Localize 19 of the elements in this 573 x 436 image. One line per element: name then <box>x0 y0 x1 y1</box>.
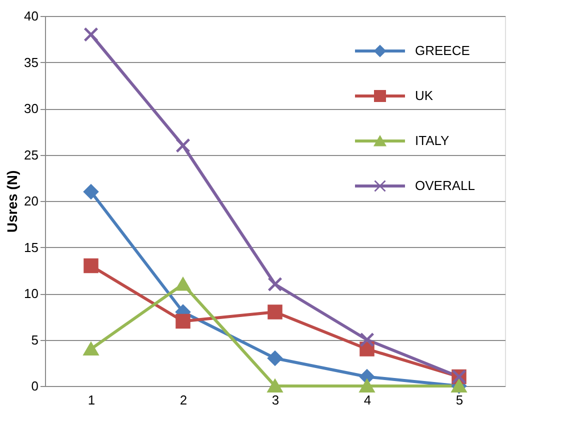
x-tick-label: 5 <box>456 392 464 408</box>
y-tick-label: 40 <box>24 8 38 24</box>
y-axis-title: Usres (N) <box>4 170 20 233</box>
x-tick-label: 4 <box>364 392 372 408</box>
y-tick-label: 0 <box>31 378 38 394</box>
legend-label: UK <box>415 88 434 103</box>
legend-label: OVERALL <box>415 178 475 193</box>
y-tick-label: 10 <box>24 286 38 301</box>
x-tick-label: 2 <box>180 392 188 408</box>
x-tick-label: 3 <box>272 392 280 408</box>
y-tick-label: 30 <box>24 101 38 116</box>
y-tick-label: 35 <box>24 54 38 70</box>
y-tick-label: 15 <box>24 240 38 255</box>
y-tick-label: 25 <box>24 147 38 162</box>
legend-label: GREECE <box>415 43 470 58</box>
legend-label: ITALY <box>415 133 450 148</box>
y-tick-label: 5 <box>31 332 38 348</box>
x-tick-label: 1 <box>88 392 96 408</box>
y-tick-label: 20 <box>24 194 38 208</box>
